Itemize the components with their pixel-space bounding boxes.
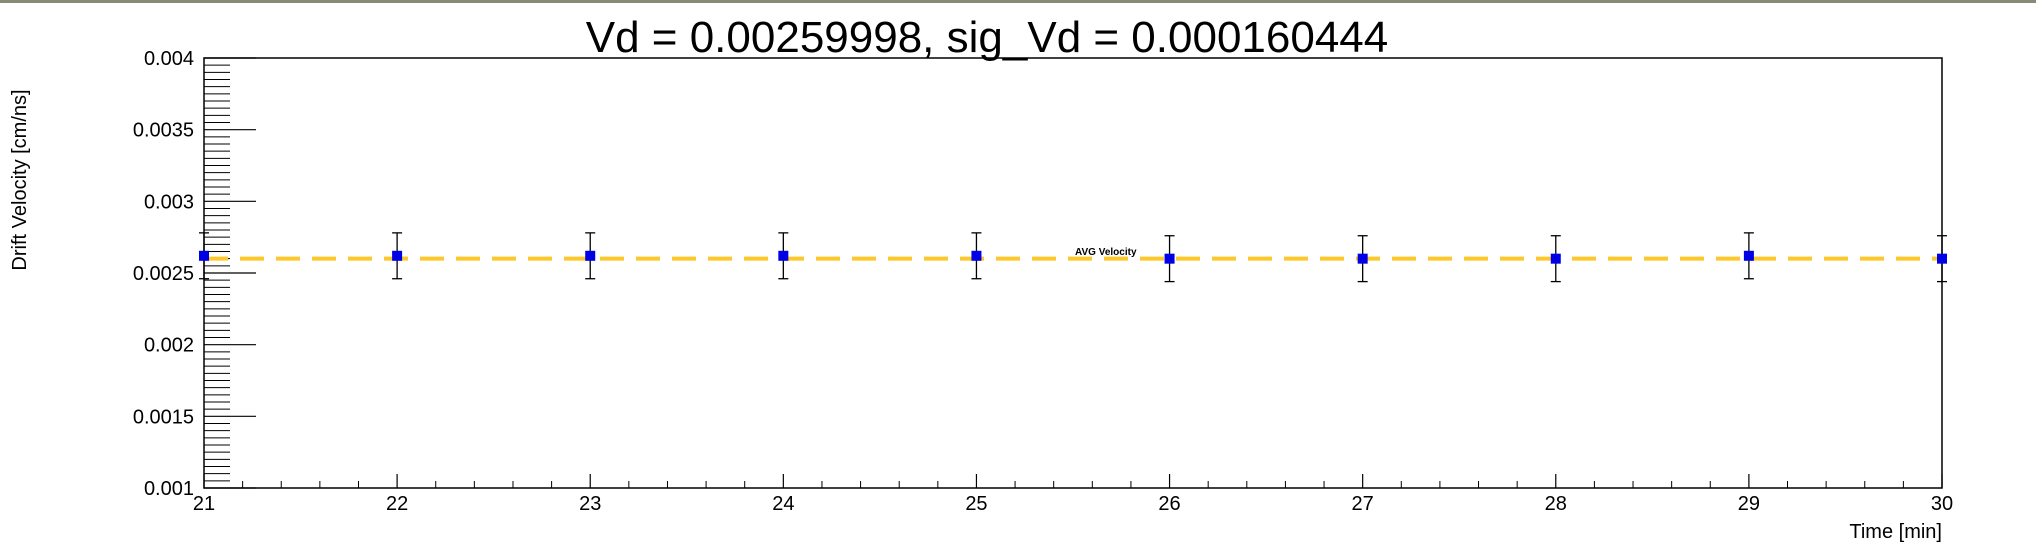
data-point bbox=[1357, 253, 1368, 264]
data-point bbox=[778, 250, 789, 261]
x-axis-ticks bbox=[203, 474, 1943, 488]
x-tick-label: 23 bbox=[579, 493, 601, 515]
y-tick-label: 0.001 bbox=[144, 478, 194, 500]
x-tick-label: 27 bbox=[1352, 493, 1374, 515]
x-axis-label: Time [min] bbox=[1849, 521, 1942, 542]
y-tick-label: 0.0025 bbox=[133, 263, 194, 285]
data-point bbox=[1164, 253, 1175, 264]
data-point bbox=[1743, 250, 1754, 261]
y-tick-label: 0.003 bbox=[144, 191, 194, 213]
window-top-border bbox=[0, 0, 2036, 3]
x-tick-label: 22 bbox=[386, 493, 408, 515]
data-point bbox=[585, 250, 596, 261]
x-tick-label: 25 bbox=[965, 493, 987, 515]
y-axis-ticks bbox=[204, 57, 256, 489]
y-axis-label: Drift Velocity [cm/ns] bbox=[9, 89, 31, 270]
y-tick-label: 0.0035 bbox=[133, 120, 194, 142]
y-tick-label: 0.002 bbox=[144, 335, 194, 357]
y-tick-labels: 0.001 0.0015 0.002 0.0025 0.003 0.0035 0.004 bbox=[133, 48, 194, 500]
x-tick-label: 28 bbox=[1545, 493, 1567, 515]
x-tick-label: 26 bbox=[1158, 493, 1180, 515]
data-points bbox=[199, 232, 1947, 283]
data-point bbox=[392, 250, 403, 261]
data-point bbox=[1937, 253, 1947, 264]
x-tick-label: 29 bbox=[1738, 493, 1760, 515]
avg-velocity-label: AVG Velocity bbox=[1075, 247, 1137, 258]
chart-title: Vd = 0.00259998, sig_Vd = 0.000160444 bbox=[586, 13, 1388, 62]
y-tick-label: 0.004 bbox=[144, 48, 194, 70]
x-tick-labels: 21 22 23 24 25 26 27 28 29 30 bbox=[193, 493, 1953, 515]
x-tick-label: 30 bbox=[1931, 493, 1953, 515]
data-point bbox=[1550, 253, 1561, 264]
x-tick-label: 24 bbox=[772, 493, 794, 515]
data-point bbox=[199, 250, 209, 261]
x-tick-label: 21 bbox=[193, 493, 215, 515]
data-point bbox=[971, 250, 982, 261]
y-tick-label: 0.0015 bbox=[133, 406, 194, 428]
plot-frame bbox=[203, 57, 1943, 489]
